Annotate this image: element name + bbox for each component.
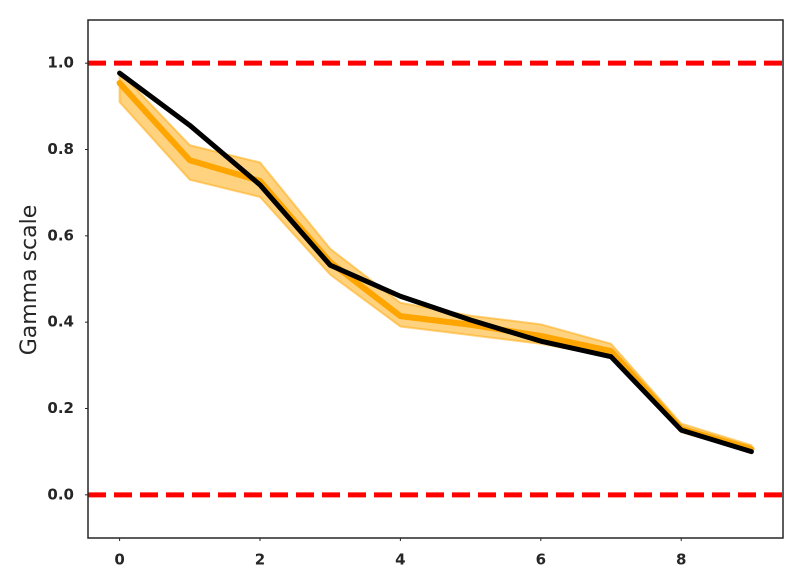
x-tick-label: 0 xyxy=(114,551,124,569)
y-axis-label: Gamma scale xyxy=(17,205,42,356)
y-tick-label: 0.6 xyxy=(47,226,74,244)
y-tick-label: 1.0 xyxy=(47,54,74,72)
line xyxy=(117,70,754,455)
x-tick-label: 4 xyxy=(395,551,405,569)
y-tick-label: 0.8 xyxy=(47,140,74,158)
y-tick-label: 0.0 xyxy=(47,485,74,503)
y-tick-label: 0.4 xyxy=(47,313,74,331)
y-tick-label: 0.2 xyxy=(47,399,74,417)
plot-frame xyxy=(87,19,784,539)
x-tick-label: 6 xyxy=(536,551,546,569)
x-tick-label: 8 xyxy=(676,551,686,569)
confidence-band xyxy=(118,69,753,453)
x-tick-label: 2 xyxy=(255,551,265,569)
